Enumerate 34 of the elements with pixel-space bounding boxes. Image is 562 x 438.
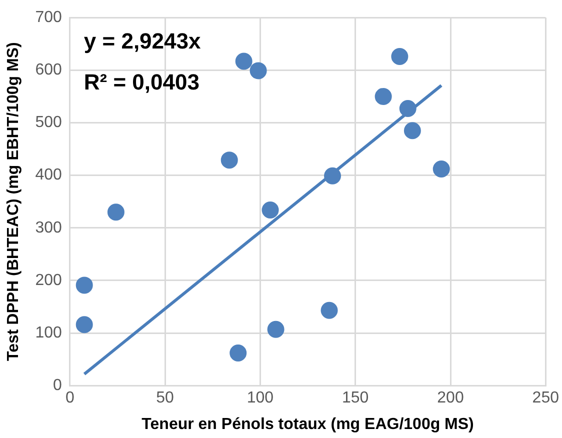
point xyxy=(391,48,408,66)
point xyxy=(432,160,450,178)
y-tick-label: 600 xyxy=(35,62,62,79)
point xyxy=(320,302,338,319)
point xyxy=(220,152,238,169)
y-tick-label: 100 xyxy=(35,324,62,342)
y-axis-title: Test DPPH (BHTEAC) (mg EBHT/100g MS) xyxy=(5,42,22,362)
point xyxy=(230,344,247,362)
point xyxy=(76,316,93,334)
point xyxy=(267,320,284,338)
point xyxy=(250,62,267,80)
point xyxy=(107,204,124,221)
x-axis-title: Teneur en Pénols totaux (mg EAG/100g MS) xyxy=(142,416,474,433)
point xyxy=(404,122,421,140)
x-tick-label: 200 xyxy=(437,390,464,407)
x-tick-label: 150 xyxy=(342,390,369,407)
point xyxy=(374,88,392,105)
x-tick-label: 250 xyxy=(532,390,560,407)
y-tick-label: 500 xyxy=(35,114,62,132)
y-tick-label: 300 xyxy=(35,219,62,236)
y-tick-label: 700 xyxy=(35,9,62,26)
y-tick-label: 0 xyxy=(52,377,62,394)
point xyxy=(324,167,342,184)
point xyxy=(399,100,416,118)
point xyxy=(76,276,93,294)
point xyxy=(262,202,279,219)
y-tick-label: 200 xyxy=(35,272,62,289)
annotation: y = 2,9243x xyxy=(84,28,202,54)
x-tick-label: 0 xyxy=(65,390,74,407)
x-tick-label: 100 xyxy=(246,390,274,407)
point xyxy=(235,52,252,70)
x-tick-label: 50 xyxy=(156,390,174,407)
y-tick-label: 400 xyxy=(35,166,62,184)
annotation: R² = 0,0403 xyxy=(84,70,200,95)
